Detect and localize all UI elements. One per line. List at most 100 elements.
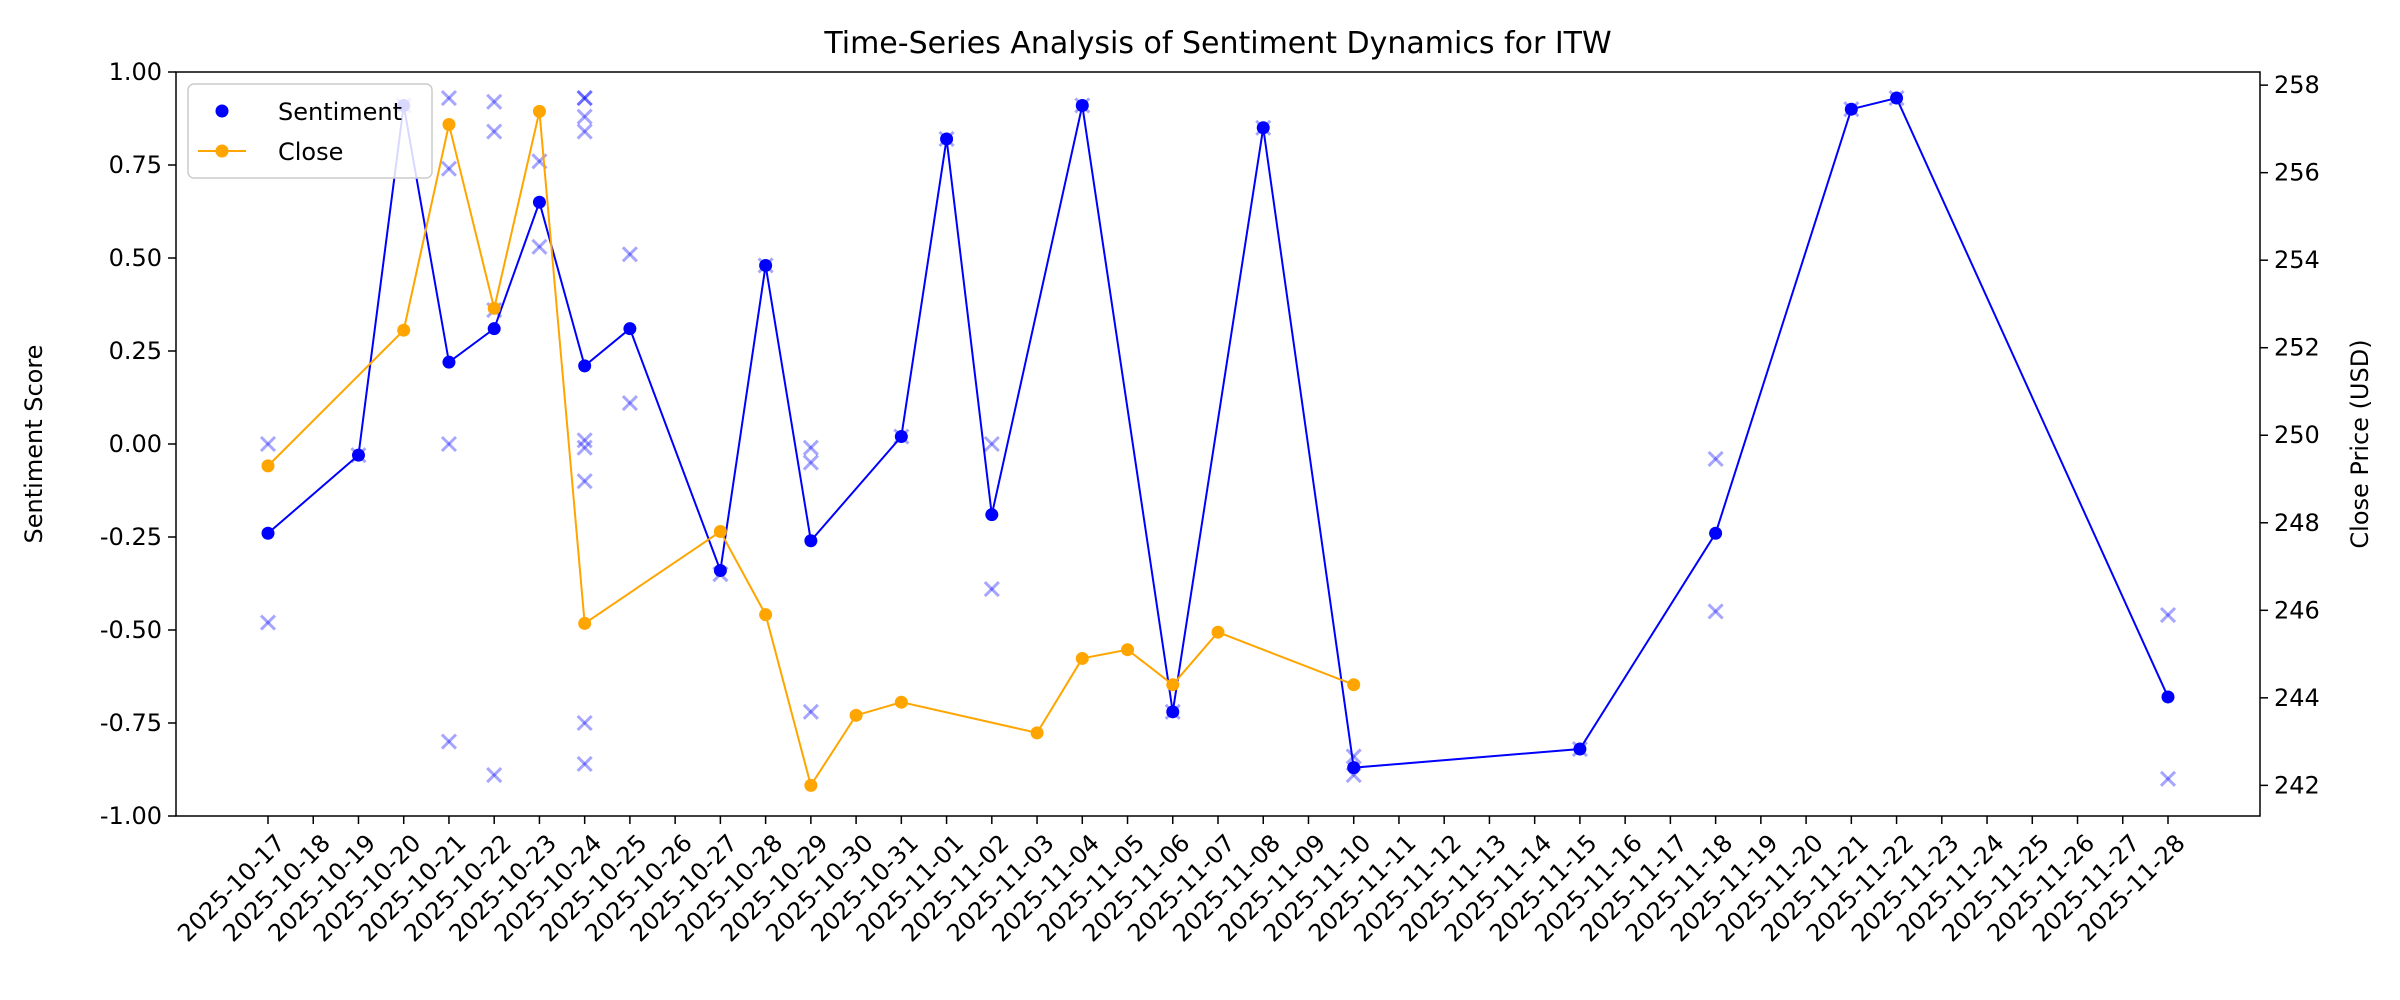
legend-label-close: Close xyxy=(278,138,343,166)
data-point-sentiment xyxy=(442,355,456,369)
raw-score-marker xyxy=(440,733,458,750)
legend-box xyxy=(187,83,433,179)
raw-score-stroke xyxy=(576,714,593,732)
raw-score-stroke xyxy=(440,733,458,750)
raw-score-marker xyxy=(486,767,503,784)
raw-score-marker xyxy=(802,703,819,720)
raw-score-stroke xyxy=(621,395,638,412)
chart-title: Time-Series Analysis of Sentiment Dynami… xyxy=(823,26,1611,61)
raw-score-stroke xyxy=(576,108,593,125)
data-point-sentiment xyxy=(487,322,501,336)
y-tick-label: 0.25 xyxy=(109,337,162,365)
plot-area xyxy=(259,89,2177,792)
raw-score-stroke xyxy=(576,89,593,107)
raw-score-marker xyxy=(576,89,593,107)
raw-score-stroke xyxy=(531,238,548,255)
raw-score-marker xyxy=(1707,450,1724,467)
raw-score-stroke xyxy=(576,755,593,772)
data-point-sentiment xyxy=(261,526,275,540)
raw-score-stroke xyxy=(2159,770,2177,787)
data-point-close xyxy=(1347,678,1361,692)
data-point-sentiment xyxy=(713,563,727,577)
raw-score-marker xyxy=(576,714,593,732)
raw-score-stroke xyxy=(440,435,458,453)
raw-score-marker xyxy=(621,246,638,263)
data-point-sentiment xyxy=(532,195,546,209)
raw-score-stroke xyxy=(486,123,503,140)
raw-score-stroke xyxy=(1707,450,1724,467)
raw-score-marker xyxy=(576,123,593,140)
raw-score-stroke xyxy=(576,714,593,732)
data-point-close xyxy=(1121,643,1135,657)
raw-score-stroke xyxy=(259,614,277,631)
raw-score-marker xyxy=(486,123,503,140)
raw-score-stroke xyxy=(621,395,638,412)
raw-score-stroke xyxy=(576,89,593,107)
raw-score-stroke xyxy=(576,439,593,456)
raw-score-marker xyxy=(2159,770,2177,787)
y2-tick-label: 246 xyxy=(2274,596,2320,624)
raw-score-stroke xyxy=(576,432,593,449)
raw-score-marker xyxy=(576,473,593,490)
raw-score-marker xyxy=(1707,603,1724,620)
y2-tick-label: 242 xyxy=(2274,771,2320,799)
y2-axis-label: Close Price (USD) xyxy=(2346,339,2374,548)
raw-score-stroke xyxy=(2159,770,2177,787)
y-axis-label: Sentiment Score xyxy=(20,345,48,544)
y2-tick-label: 244 xyxy=(2274,684,2320,712)
raw-score-marker xyxy=(576,89,593,107)
raw-score-stroke xyxy=(486,123,503,140)
raw-score-marker xyxy=(2159,607,2177,624)
data-point-close xyxy=(397,323,411,337)
raw-score-stroke xyxy=(259,435,277,453)
data-point-close xyxy=(442,118,456,132)
data-point-sentiment xyxy=(1709,526,1723,540)
raw-score-stroke xyxy=(259,435,277,453)
raw-score-stroke xyxy=(802,703,819,720)
data-point-sentiment xyxy=(623,322,637,336)
raw-score-marker xyxy=(440,89,458,107)
data-point-close xyxy=(1166,678,1180,692)
raw-score-stroke xyxy=(576,473,593,490)
raw-score-stroke xyxy=(440,89,458,107)
raw-score-stroke xyxy=(1345,748,1362,765)
data-point-sentiment xyxy=(985,508,999,522)
data-point-sentiment xyxy=(1075,98,1089,112)
raw-score-stroke xyxy=(2159,607,2177,624)
raw-score-stroke xyxy=(486,93,503,110)
raw-score-stroke xyxy=(621,246,638,263)
y-tick-label: -0.25 xyxy=(100,523,162,551)
data-point-close xyxy=(759,608,773,622)
raw-score-stroke xyxy=(802,439,819,456)
data-point-close xyxy=(804,778,818,792)
raw-score-stroke xyxy=(1707,603,1724,620)
data-point-close xyxy=(532,104,546,118)
raw-score-marker xyxy=(576,755,593,772)
raw-score-stroke xyxy=(983,581,1000,598)
raw-score-marker xyxy=(576,439,593,456)
raw-score-stroke xyxy=(1707,603,1724,620)
data-point-close xyxy=(578,616,592,630)
raw-score-marker xyxy=(259,614,277,631)
raw-score-stroke xyxy=(576,89,593,107)
data-point-close xyxy=(1030,726,1044,740)
data-point-sentiment xyxy=(1890,91,1904,105)
raw-score-stroke xyxy=(2159,607,2177,624)
y-tick-label: 0.50 xyxy=(109,244,162,272)
axes: -1.00 -0.75 -0.50 -0.25 0.00 0.25 0.50 0.75 1.00… xyxy=(100,58,2320,947)
raw-score-marker xyxy=(802,439,819,456)
raw-score-stroke xyxy=(576,439,593,456)
data-point-close xyxy=(1211,625,1225,639)
raw-score-stroke xyxy=(802,454,819,471)
data-point-sentiment xyxy=(1347,761,1361,775)
raw-score-stroke xyxy=(440,435,458,453)
data-point-close xyxy=(894,695,908,709)
data-point-sentiment xyxy=(1573,742,1587,756)
y-tick-label: -1.00 xyxy=(100,802,162,830)
data-point-close xyxy=(261,459,275,473)
raw-score-stroke xyxy=(259,614,277,631)
raw-score-marker xyxy=(259,435,277,453)
raw-score-marker xyxy=(983,581,1000,598)
raw-score-marker xyxy=(1345,748,1362,765)
